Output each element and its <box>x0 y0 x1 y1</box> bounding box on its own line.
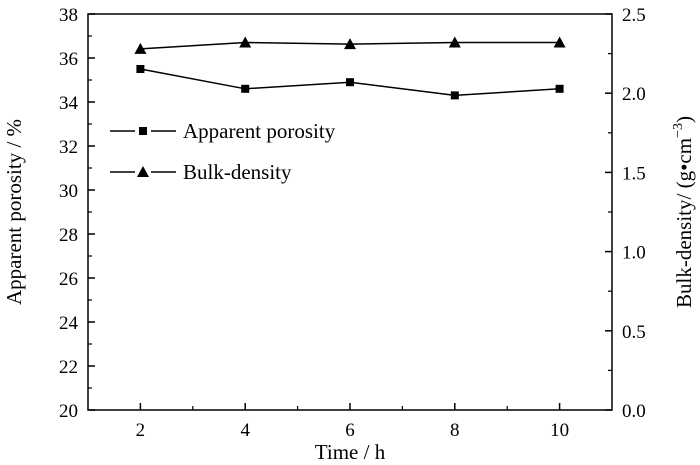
apparent-porosity-point <box>450 91 459 100</box>
left-y-axis-title: Apparent porosity / % <box>2 119 26 305</box>
apparent-porosity-point <box>346 78 354 87</box>
legend-marker-apparent-porosity <box>139 127 147 135</box>
x-tick-label: 8 <box>450 420 460 441</box>
x-tick-label: 6 <box>345 420 355 441</box>
left-y-tick-label: 30 <box>59 181 78 202</box>
bulk-density-point <box>134 42 147 54</box>
left-y-tick-label: 32 <box>59 137 78 158</box>
left-y-tick-label: 36 <box>59 49 78 70</box>
legend: Apparent porosity Bulk-density <box>110 119 336 184</box>
apparent-porosity-point <box>136 65 145 73</box>
x-tick-label: 10 <box>550 420 569 441</box>
x-tick-label: 4 <box>240 420 250 441</box>
right-y-tick-label: 1.0 <box>622 243 646 264</box>
x-tick-label: 2 <box>136 420 146 441</box>
left-y-axis-ticks: 20 22 24 26 28 30 32 34 36 38 <box>59 5 95 422</box>
right-y-tick-label: 0.0 <box>622 401 646 422</box>
bulk-density-point <box>448 36 461 48</box>
apparent-porosity-point <box>555 84 564 93</box>
left-y-tick-label: 38 <box>59 5 78 26</box>
right-y-axis-ticks: 0.0 0.5 1.0 1.5 2.0 2.5 <box>605 5 646 422</box>
left-y-tick-label: 34 <box>59 93 79 114</box>
left-y-tick-label: 26 <box>59 269 78 290</box>
left-y-tick-label: 20 <box>59 401 78 422</box>
right-y-axis-title: Bulk-density/ (g•cm−3) <box>671 116 696 308</box>
x-axis-ticks: 2 4 6 8 10 <box>136 403 569 441</box>
right-y-tick-label: 2.0 <box>622 84 646 105</box>
right-y-axis-title-main: Bulk-density/ (g•cm <box>672 138 696 308</box>
legend-label-bulk-density: Bulk-density <box>183 160 292 184</box>
right-y-tick-label: 0.5 <box>622 322 646 343</box>
left-y-tick-label: 24 <box>59 313 79 334</box>
right-y-axis-title-close: ) <box>672 116 696 123</box>
right-y-tick-label: 1.5 <box>622 163 646 184</box>
left-y-tick-label: 22 <box>59 357 78 378</box>
bulk-density-point <box>344 38 356 50</box>
x-axis-title: Time / h <box>315 440 386 464</box>
bulk-density-point <box>553 36 566 48</box>
bulk-density-point <box>239 36 252 48</box>
left-y-tick-label: 28 <box>59 225 78 246</box>
series-layer <box>134 36 566 100</box>
right-y-tick-label: 2.5 <box>622 5 646 26</box>
right-y-axis-title-superscript: −3 <box>671 123 686 138</box>
apparent-porosity-point <box>241 84 250 93</box>
legend-marker-bulk-density <box>137 166 149 177</box>
legend-label-apparent-porosity: Apparent porosity <box>183 119 336 143</box>
